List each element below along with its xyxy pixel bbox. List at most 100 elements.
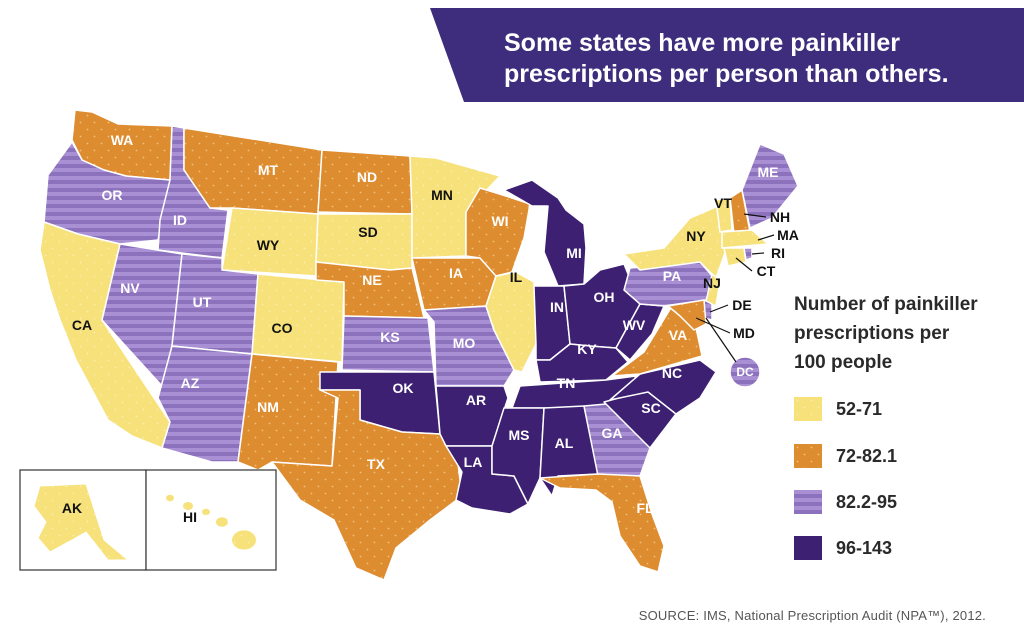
banner-shape [430,8,1024,102]
headline-banner: Some states have more painkiller prescri… [430,8,1024,102]
legend-title-line-1: Number of painkiller [794,294,978,315]
state-label-al: AL [555,435,574,451]
state-label-de: DE [732,297,751,313]
state-label-ct: CT [757,263,776,279]
banner-background [430,8,1024,102]
legend-swatch-top [794,536,822,560]
state-label-wv: WV [623,317,646,333]
state-md [667,299,707,331]
legend-item-mid: 72-82.1 [794,444,994,468]
legend: Number of painkiller prescriptions per 1… [794,290,1014,560]
state-ri [743,247,753,261]
state-label-wy: WY [257,237,280,253]
source-note: SOURCE: IMS, National Prescription Audit… [638,608,986,623]
state-label-la: LA [464,454,483,470]
leader-line-ct [735,257,753,272]
hawaii-island [216,517,228,527]
state-label-sc: SC [641,400,660,416]
state-label-vt: VT [714,195,732,211]
state-label-sd: SD [358,224,377,240]
state-wv [615,303,665,361]
state-label-ks: KS [380,329,399,345]
state-tx [271,389,463,581]
state-label-nc: NC [662,365,682,381]
state-label-nj: NJ [703,275,721,291]
state-label-md: MD [733,325,755,341]
state-label-tn: TN [557,375,576,391]
legend-label-mid: 72-82.1 [836,446,898,466]
leader-line-dc [705,317,737,363]
headline-line-1: Some states have more painkiller [504,29,901,57]
legend-swatch-low [794,397,822,421]
leader-line-ri [751,252,765,255]
hawaii-island [232,530,256,550]
state-label-ny: NY [686,228,706,244]
state-il [485,271,537,373]
state-label-ne: NE [362,272,381,288]
state-label-mo: MO [453,335,476,351]
state-label-mi: MI [566,245,582,261]
state-label-nd: ND [357,169,377,185]
state-me [741,143,799,229]
legend-swatch-mid [794,444,822,468]
state-label-hi: HI [183,509,197,525]
legend-item-top: 96-143 [794,536,994,560]
headline-text: Some states have more painkiller prescri… [504,28,1004,90]
state-sd [315,213,413,271]
state-label-co: CO [272,320,293,336]
state-label-dc: DC [736,365,754,379]
state-labels-layer: WA OR CA ID NV MT WY UT AZ CO NM ND SD NE KS OK TX MN IA MO… [62,132,799,525]
hawaii-inset-frame [145,469,277,571]
legend-item-low: 52-71 [794,397,994,421]
state-label-ky: KY [577,341,597,357]
state-vt [715,197,733,233]
state-fl [539,473,665,573]
state-label-me: ME [758,164,779,180]
state-label-az: AZ [181,375,200,391]
state-label-fl: FL [636,500,654,516]
legend-item-high: 82.2-95 [794,490,994,514]
leader-line-nh [743,213,767,218]
state-wi [465,187,531,277]
headline-line-2: prescriptions per person than others. [504,60,949,88]
state-az [157,345,253,463]
legend-title-line-2: prescriptions per [794,323,950,344]
state-label-mn: MN [431,187,453,203]
state-label-wa: WA [111,132,134,148]
states-layer [39,109,799,581]
state-label-ia: IA [449,265,463,281]
state-label-ut: UT [193,294,212,310]
state-label-ri: RI [771,245,785,261]
state-label-in: IN [550,299,564,315]
state-label-id: ID [173,212,187,228]
state-label-il: IL [510,269,523,285]
legend-label-high: 82.2-95 [836,492,898,512]
legend-title-line-3: 100 people [794,352,893,373]
state-label-mt: MT [258,162,279,178]
state-ak [33,483,130,561]
state-label-pa: PA [663,268,681,284]
leader-line-ma [757,234,775,241]
leader-line-de [709,304,729,313]
leader-line-md [695,317,731,334]
state-label-ok: OK [393,380,414,396]
state-mt [183,127,323,215]
state-label-nv: NV [120,280,140,296]
state-dc [729,356,761,388]
insets-layer [19,469,277,571]
legend-label-low: 52-71 [836,399,883,419]
state-label-or: OR [102,187,123,203]
state-hi [166,494,256,550]
state-label-tx: TX [367,456,386,472]
state-co [251,273,345,363]
hawaii-island [202,508,210,516]
legend-swatch-high [794,490,822,514]
state-nj [705,273,721,307]
state-label-nm: NM [257,399,279,415]
state-mi [503,179,587,287]
legend-title: Number of painkiller prescriptions per 1… [794,290,1014,377]
state-ma [721,229,769,249]
state-label-ak: AK [62,500,82,516]
legend-label-top: 96-143 [836,538,893,558]
